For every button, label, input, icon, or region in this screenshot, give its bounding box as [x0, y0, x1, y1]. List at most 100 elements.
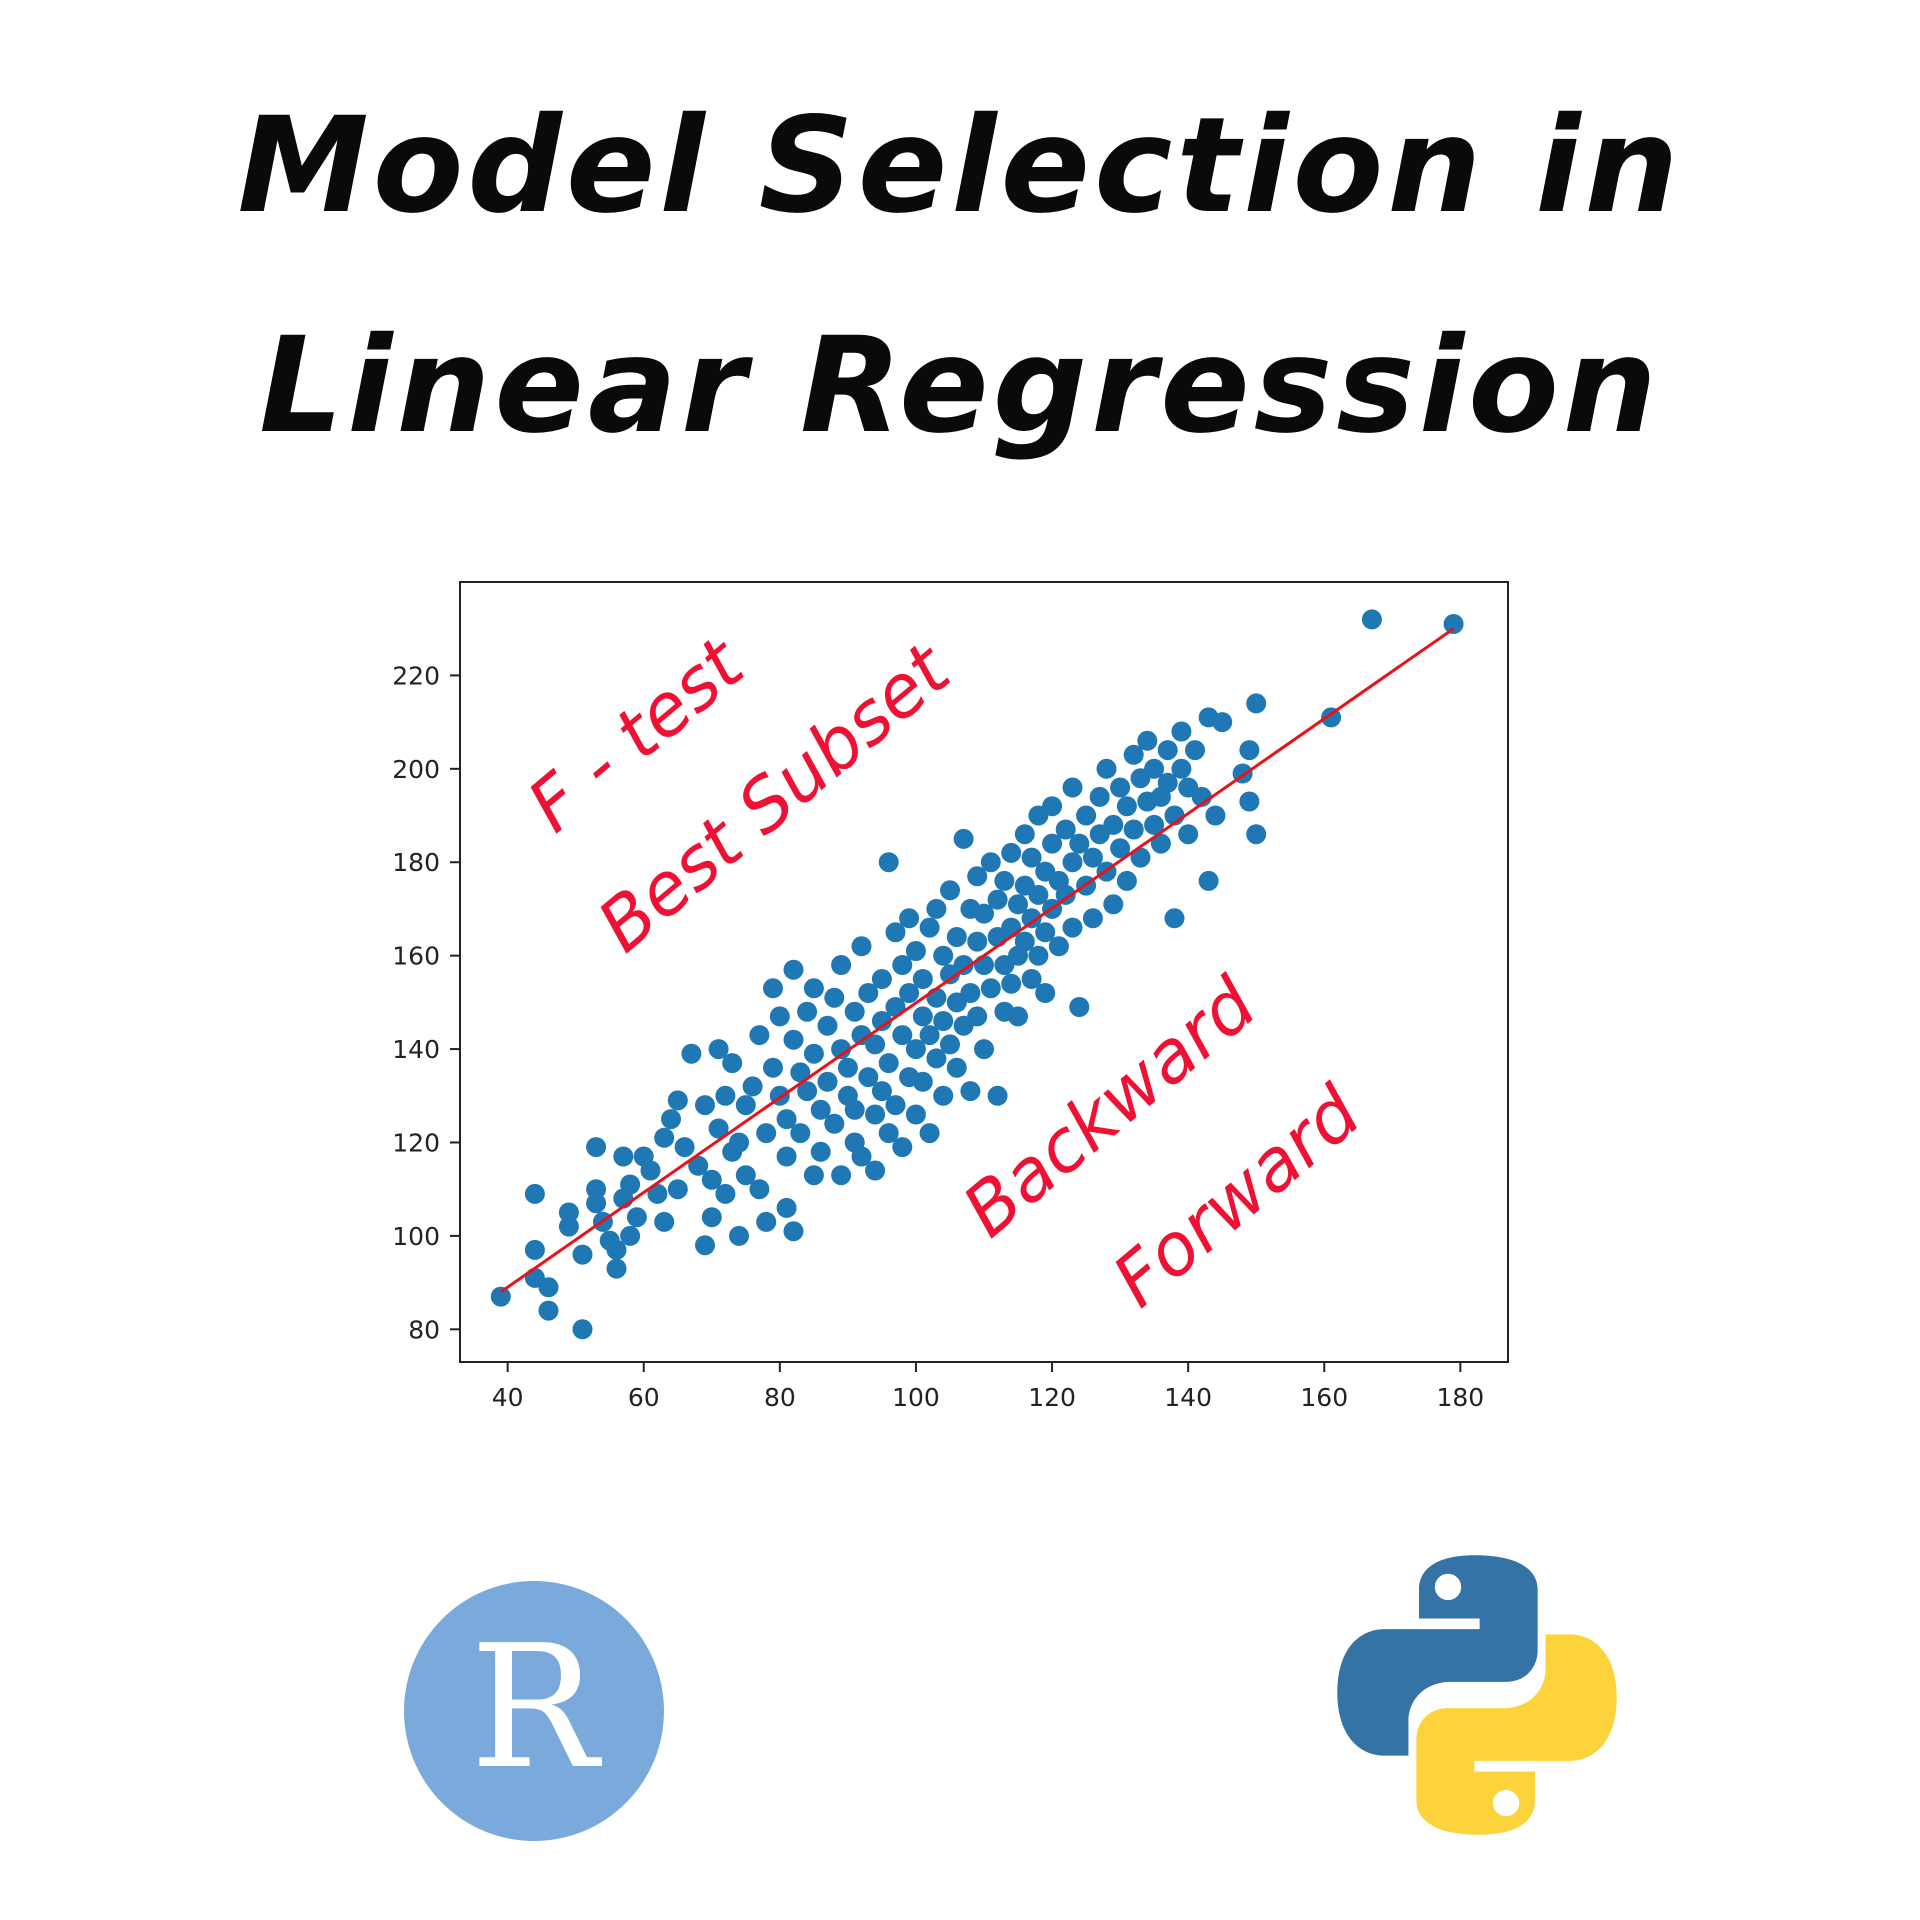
scatter-point [953, 955, 974, 975]
scatter-point [926, 987, 947, 1008]
y-tick-label: 220 [392, 661, 440, 690]
r-logo: R [404, 1581, 664, 1841]
scatter-point [1246, 693, 1267, 714]
ticks-layer: 40 60 80 100 120 140 160 180 80 100 120 140 160 180 20… [392, 661, 1484, 1412]
regression-line [499, 627, 1455, 1294]
scatter-point [960, 1081, 981, 1102]
y-tick-label: 160 [392, 942, 440, 971]
scatter-point [558, 1216, 579, 1237]
scatter-point [1103, 814, 1124, 835]
scatter-point [1185, 740, 1205, 761]
scatter-point [878, 852, 899, 873]
y-tick-label: 80 [408, 1315, 440, 1344]
scatter-point [885, 1095, 906, 1116]
scatter-point [695, 1235, 715, 1256]
scatter-point [1062, 852, 1083, 873]
scatter-point [715, 1085, 736, 1106]
scatter-point [1110, 838, 1131, 859]
scatter-point [735, 1095, 756, 1116]
scatter-point [858, 1067, 879, 1088]
scatter-point [974, 903, 994, 924]
scatter-point [1062, 917, 1083, 938]
scatter-point [803, 978, 824, 999]
scatter-point [640, 1160, 661, 1181]
scatter-point [1028, 945, 1049, 966]
scatter-point [974, 955, 994, 975]
scatter-point [1076, 805, 1097, 826]
scatter-point [1198, 870, 1219, 891]
scatter-point [1116, 796, 1137, 817]
scatter-point [1443, 614, 1464, 634]
scatter-point [1042, 796, 1063, 817]
scatter-point [926, 898, 947, 919]
scatter-point [905, 1104, 926, 1125]
scatter-point [654, 1211, 675, 1232]
scatter-point [749, 1179, 770, 1200]
scatter-point [524, 1183, 545, 1204]
scatter-point [1130, 847, 1151, 868]
scatter-point [1048, 936, 1069, 957]
scatter-point [701, 1169, 722, 1190]
scatter-point [586, 1193, 607, 1214]
scatter-point [797, 1081, 818, 1102]
scatter-point [1021, 847, 1042, 868]
title-line-1: Model Selection in [237, 89, 1683, 243]
scatter-point [1055, 884, 1076, 905]
scatter-point [749, 1025, 770, 1046]
python-logo-icon [1337, 1555, 1617, 1835]
scatter-point [729, 1225, 749, 1246]
scatter-point [892, 1025, 913, 1046]
scatter-point [844, 1001, 865, 1022]
scatter-point [967, 866, 988, 887]
x-tick-label: 60 [628, 1383, 660, 1412]
scatter-point [606, 1258, 627, 1279]
scatter-point [987, 889, 1008, 910]
python-logo-yellow-eye [1492, 1789, 1520, 1817]
scatter-point [1116, 870, 1137, 891]
scatter-point [538, 1300, 559, 1321]
scatter-point [1123, 819, 1144, 840]
scatter-point [960, 983, 981, 1003]
scatter-point [1035, 922, 1056, 943]
scatter-point [756, 1123, 777, 1144]
scatter-point [1110, 777, 1131, 798]
scatter-point [661, 1109, 681, 1130]
scatter-point [1082, 908, 1103, 929]
scatter-point [606, 1239, 627, 1260]
scatter-point [708, 1118, 729, 1139]
scatter-point [1069, 833, 1090, 854]
scatter-point [613, 1146, 634, 1167]
scatter-point [940, 1034, 960, 1055]
scatter-point [810, 1141, 831, 1162]
scatter-point [1042, 833, 1063, 854]
scatter-point [586, 1137, 607, 1158]
scatter-point [803, 1043, 824, 1064]
scatter-point [831, 1165, 852, 1186]
scatter-point [871, 1011, 892, 1031]
scatter-point [735, 1165, 756, 1186]
scatter-point [1021, 969, 1042, 989]
points-layer [490, 609, 1464, 1340]
x-tick-label: 180 [1437, 1383, 1485, 1412]
python-logo-blue-eye [1434, 1573, 1462, 1601]
scatter-point [586, 1179, 607, 1200]
scatter-point [865, 1034, 886, 1055]
scatter-point [1361, 609, 1382, 630]
scatter-point [1239, 791, 1260, 812]
scatter-point [844, 1099, 865, 1120]
scatter-point [1150, 833, 1171, 854]
scatter-point [1055, 819, 1076, 840]
scatter-point [701, 1207, 722, 1228]
scatter-point [763, 978, 783, 999]
scatter-point [490, 1286, 511, 1307]
scatter-point [763, 1057, 783, 1078]
scatter-point [524, 1239, 545, 1260]
scatter-point [1008, 894, 1028, 915]
scatter-point [797, 1001, 818, 1022]
scatter-point [851, 1146, 872, 1167]
title-line-2: Linear Regression [259, 309, 1661, 463]
scatter-point [824, 1113, 845, 1134]
scatter-point [824, 987, 845, 1008]
scatter-point [817, 1015, 838, 1036]
